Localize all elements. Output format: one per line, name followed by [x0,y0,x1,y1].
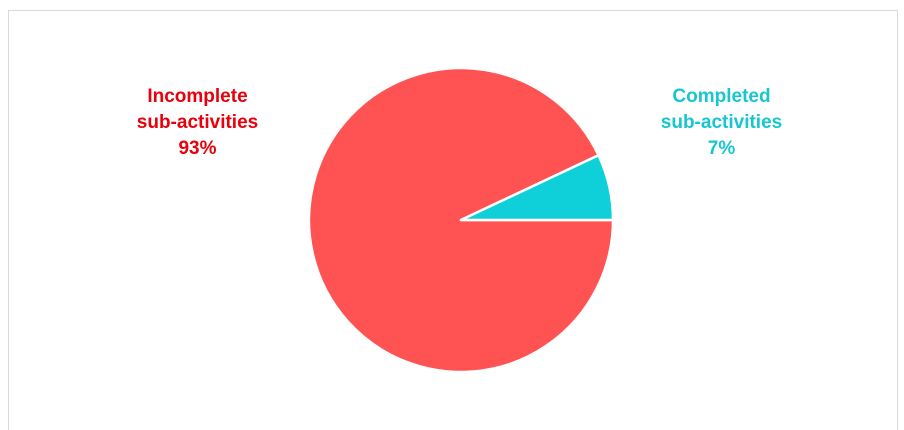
data-label-incomplete: Incomplete sub-activities 93% [100,84,295,162]
pie-chart [307,66,615,374]
data-label-incomplete-percent: 93% [178,138,217,159]
data-label-completed: Completed sub-activities 7% [624,84,819,162]
data-label-completed-line1: Completed [672,86,771,107]
data-label-completed-line2: sub-activities [660,112,783,133]
pie-slice-completed [459,154,615,222]
data-label-incomplete-line1: Incomplete [147,86,248,107]
data-label-completed-percent: 7% [707,138,736,159]
data-label-incomplete-line2: sub-activities [136,112,259,133]
